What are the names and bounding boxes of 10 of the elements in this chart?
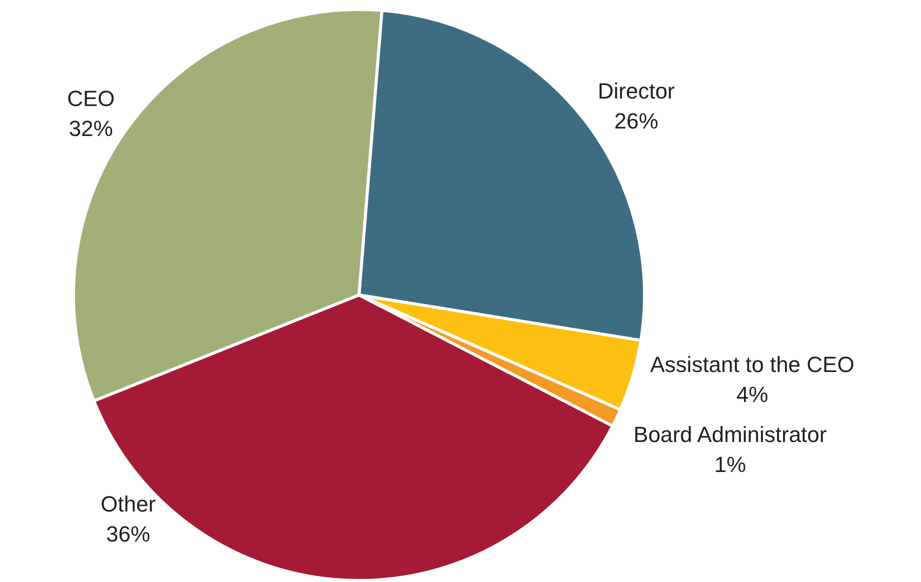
data-label: 1% [714, 452, 746, 477]
data-label: 32% [68, 116, 113, 141]
slice-label: Director [598, 78, 675, 104]
slice-label: Board Administrator [634, 422, 827, 447]
data-label: 4% [736, 382, 768, 407]
slice-label: CEO [67, 86, 115, 111]
data-label: 26% [614, 108, 658, 134]
slice-label: Other [100, 491, 156, 516]
data-label: 36% [106, 521, 150, 546]
slice-label: Assistant to the CEO [650, 352, 854, 377]
